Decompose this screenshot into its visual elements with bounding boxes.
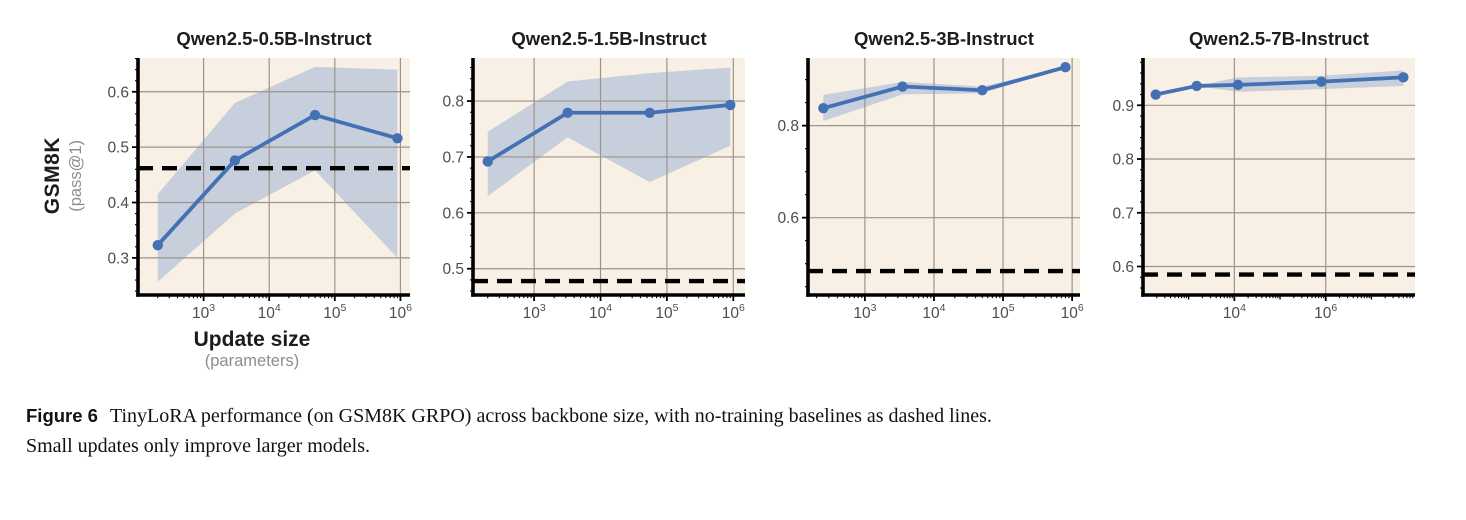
data-point	[1191, 80, 1202, 92]
x-tick-label: 105	[992, 302, 1015, 322]
panel-title: Qwen2.5-3B-Instruct	[854, 28, 1034, 49]
data-point	[644, 107, 655, 118]
x-tick-label: 105	[323, 302, 346, 322]
y-axis-label: GSM8K (pass@1)	[22, 26, 86, 326]
y-tick-label: 0.9	[1112, 98, 1134, 115]
y-tick-label: 0.8	[442, 94, 464, 111]
y-tick-label: 0.7	[1112, 205, 1134, 222]
data-point	[897, 81, 908, 92]
chart-panel-4: 104 106 0.6 0.7 0.8 0.9 Qwen2.5-7B-Instruct	[1112, 28, 1415, 322]
y-axis-label-sub: (pass@1)	[67, 140, 85, 212]
data-point	[1316, 76, 1327, 87]
x-tick-label: 103	[192, 302, 215, 322]
x-axis-label-sub: (parameters)	[204, 352, 300, 371]
x-axis-label-main: Update size	[193, 328, 311, 351]
chart-panels: 103 104 105 106 0.3 0.4 0.5 0.6 Qwen2.5-0.5B-Ins…	[86, 26, 1426, 326]
y-tick-label: 0.6	[1112, 259, 1134, 276]
data-point	[229, 155, 241, 166]
data-line	[155, 113, 400, 248]
y-tick-label: 0.7	[442, 149, 464, 166]
x-axis-label: Update size (parameters)	[116, 328, 388, 371]
y-tick-label: 0.5	[107, 140, 129, 157]
x-tick-label: 104	[1223, 302, 1246, 322]
x-tick-label: 106	[389, 302, 412, 322]
x-tick-label: 105	[655, 302, 678, 322]
chart-panel-2: 103 104 105 106 0.5 0.6 0.7 0.8 Qwen2.5-1.5B-Ins…	[442, 28, 745, 322]
data-point	[1398, 72, 1409, 83]
data-point	[482, 156, 493, 167]
y-tick-label: 0.6	[777, 210, 799, 227]
data-point	[1150, 89, 1161, 100]
data-point	[392, 133, 403, 144]
data-point	[725, 99, 736, 111]
data-point	[562, 107, 573, 118]
data-point	[152, 239, 163, 251]
plot-background	[1143, 58, 1415, 295]
x-tick-label: 106	[1314, 302, 1337, 322]
y-tick-label: 0.3	[107, 250, 129, 267]
chart-panel-1: 103 104 105 106 0.3 0.4 0.5 0.6 Qwen2.5-0.5B-Ins…	[107, 28, 412, 322]
panel-title: Qwen2.5-1.5B-Instruct	[511, 28, 706, 49]
data-point	[1060, 62, 1071, 73]
x-tick-label: 104	[589, 302, 612, 322]
data-line	[821, 65, 1068, 111]
x-tick-label: 103	[853, 302, 876, 322]
y-tick-label: 0.4	[107, 195, 129, 212]
figure-caption-text: TinyLoRA performance (on GSM8K GRPO) acr…	[109, 405, 992, 428]
x-tick-label: 104	[922, 302, 945, 322]
figure-caption-text2: Small updates only improve larger models…	[26, 435, 371, 458]
figure-6: GSM8K (pass@1) 103 104 105 106 0.3 0.4 0.5 0.6 Q…	[22, 26, 1426, 326]
x-tick-label: 106	[1061, 302, 1084, 322]
y-axis-label-main: GSM8K	[41, 137, 64, 215]
data-point	[309, 109, 321, 121]
x-tick-label: 103	[523, 302, 546, 322]
y-tick-label: 0.8	[1112, 152, 1134, 169]
y-tick-label: 0.6	[442, 205, 464, 222]
panel-title: Qwen2.5-0.5B-Instruct	[176, 28, 371, 49]
y-tick-label: 0.5	[442, 261, 464, 278]
data-line	[485, 103, 733, 164]
chart-panel-3: 103 104 105 106 0.6 0.8 Qwen2.5-3B-Instruct	[777, 28, 1084, 322]
data-point	[1232, 79, 1244, 91]
y-tick-label: 0.8	[777, 118, 799, 135]
panel-title: Qwen2.5-7B-Instruct	[1189, 28, 1369, 49]
data-point	[977, 85, 988, 96]
confidence-band	[487, 67, 731, 197]
x-tick-label: 104	[258, 302, 281, 322]
data-point	[818, 102, 829, 114]
x-tick-label: 106	[722, 302, 745, 322]
y-tick-label: 0.6	[107, 84, 129, 101]
figure-caption: Figure 6 TinyLoRA performance (on GSM8K G…	[26, 401, 1440, 461]
figure-caption-label: Figure 6	[26, 405, 98, 427]
